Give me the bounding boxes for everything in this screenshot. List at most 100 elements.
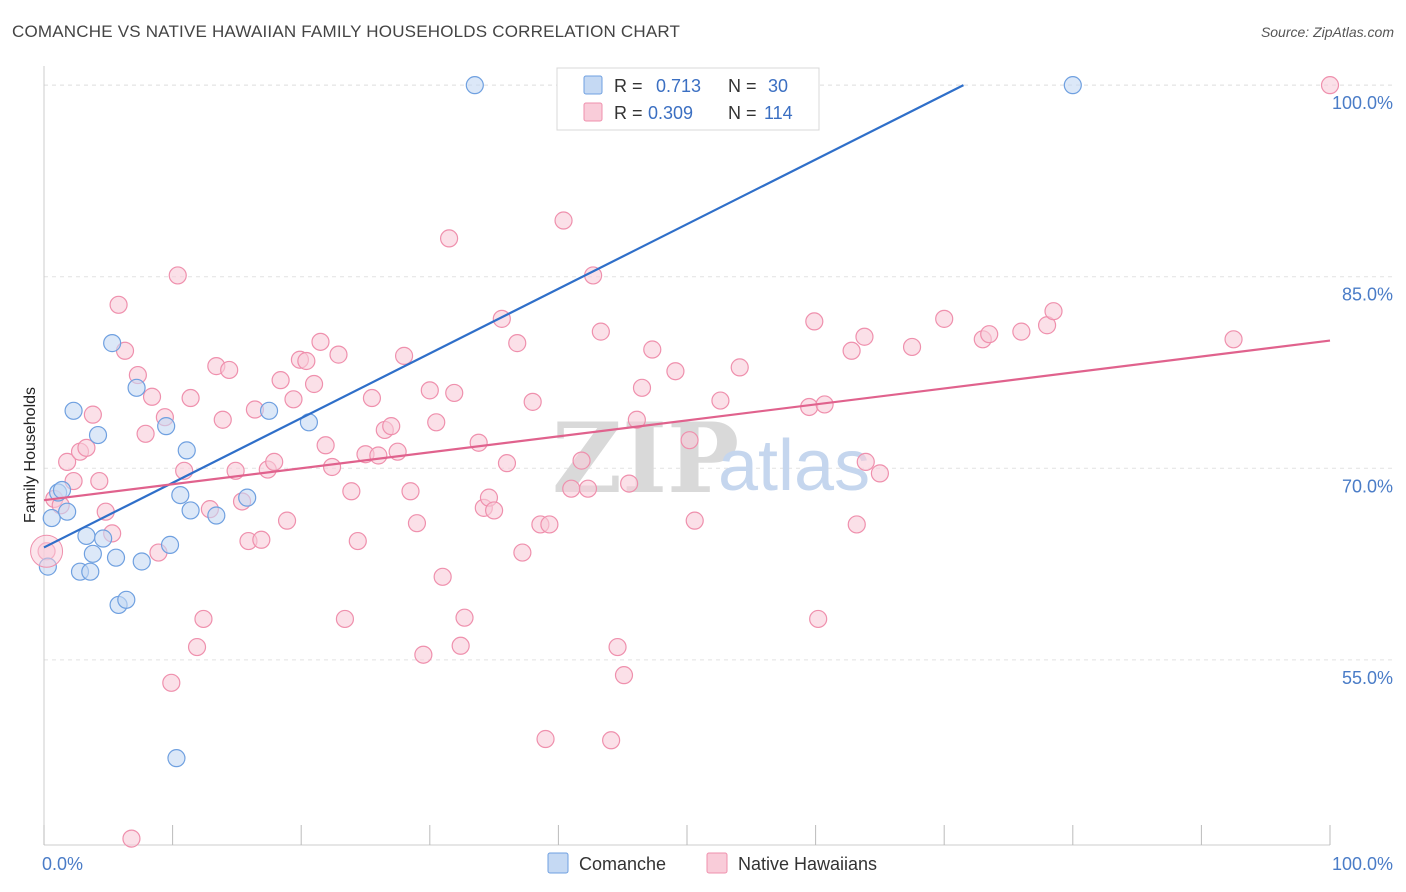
point-comanche — [42, 508, 61, 528]
point-comanche — [117, 590, 136, 609]
point-comanche — [465, 76, 484, 95]
point-comanche — [88, 425, 108, 445]
point-hawaiian — [451, 636, 470, 655]
point-comanche — [58, 502, 77, 521]
trend-line-comanche — [43, 84, 964, 549]
point-comanche — [83, 544, 102, 563]
point-hawaiian — [578, 479, 598, 498]
point-hawaiian — [407, 514, 427, 533]
point-hawaiian — [469, 433, 488, 452]
point-hawaiian — [855, 327, 874, 346]
y-tick-labels: 55.0% 70.0% 85.0% 100.0% — [1332, 93, 1393, 688]
point-hawaiian — [348, 531, 367, 551]
point-comanche — [157, 417, 176, 436]
point-hawaiian — [433, 567, 452, 586]
point-hawaiian — [83, 405, 102, 424]
x-tick-label-start: 0.0% — [42, 854, 83, 874]
point-hawaiian — [265, 452, 284, 471]
legend-n-value-hawaiian: 114 — [764, 103, 793, 123]
point-comanche — [238, 488, 257, 507]
point-hawaiian — [213, 410, 232, 429]
point-comanche — [94, 529, 113, 548]
point-hawaiian — [414, 645, 433, 664]
legend-n-label-comanche: N = — [728, 76, 757, 96]
legend-n-label-hawaiian: N = — [728, 103, 757, 123]
point-comanche — [103, 334, 122, 353]
point-hawaiian — [842, 341, 861, 360]
point-hawaiian — [420, 381, 439, 400]
chart-title: COMANCHE VS NATIVE HAWAIIAN FAMILY HOUSE… — [12, 22, 681, 41]
legend-r-label-hawaiian: R = — [614, 103, 643, 123]
point-comanche — [160, 535, 180, 554]
point-hawaiian — [643, 340, 662, 359]
point-hawaiian — [602, 731, 621, 750]
point-comanche — [64, 401, 83, 420]
point-hawaiian — [554, 211, 573, 230]
point-hawaiian — [856, 452, 875, 471]
point-hawaiian — [316, 436, 335, 455]
point-hawaiian — [614, 666, 634, 685]
bottom-legend-swatch-comanche — [547, 852, 569, 874]
point-hawaiian — [1012, 322, 1031, 341]
point-hawaiian — [935, 309, 954, 328]
point-hawaiian — [329, 345, 348, 364]
point-hawaiian — [562, 479, 581, 498]
point-hawaiian — [427, 413, 446, 432]
point-hawaiian — [77, 438, 96, 457]
point-hawaiian — [902, 337, 922, 357]
legend-r-value-hawaiian: 0.309 — [648, 103, 693, 123]
point-hawaiian — [680, 431, 699, 450]
point-hawaiian — [627, 410, 646, 429]
legend-r-value-comanche: 0.713 — [656, 76, 701, 96]
point-hawaiian — [181, 388, 200, 408]
point-hawaiian — [1320, 76, 1340, 95]
point-hawaiian — [809, 609, 828, 629]
legend-swatch-hawaiian — [583, 102, 603, 122]
point-hawaiian — [252, 530, 271, 549]
point-comanche — [132, 552, 151, 571]
point-hawaiian — [394, 346, 414, 365]
x-tick-label-end: 100.0% — [1332, 854, 1393, 874]
data-points — [30, 76, 1340, 848]
point-hawaiian — [194, 609, 213, 629]
point-hawaiian — [136, 424, 155, 443]
point-hawaiian — [1224, 330, 1243, 349]
point-hawaiian — [277, 511, 297, 530]
watermark-atlas: atlas — [718, 426, 870, 506]
point-hawaiian — [980, 325, 999, 344]
point-hawaiian — [369, 446, 388, 465]
x-tick-labels: 0.0% 100.0% — [42, 854, 1393, 874]
point-hawaiian — [220, 360, 239, 380]
point-comanche — [127, 378, 146, 397]
legend-n-value-comanche: 30 — [768, 76, 788, 96]
point-hawaiian — [847, 515, 866, 534]
y-tick-label: 55.0% — [1342, 668, 1393, 688]
point-hawaiian — [297, 351, 316, 371]
point-hawaiian — [523, 392, 542, 411]
point-comanche — [81, 562, 100, 581]
point-hawaiian — [445, 383, 464, 403]
point-hawaiian — [382, 417, 401, 436]
legend-swatch-comanche — [583, 75, 603, 95]
point-hawaiian — [870, 464, 890, 483]
point-hawaiian — [342, 482, 361, 501]
source-label: Source: ZipAtlas.com — [1260, 24, 1394, 40]
point-hawaiian — [540, 515, 559, 534]
point-hawaiian — [730, 358, 749, 377]
y-tick-label: 70.0% — [1342, 476, 1393, 496]
point-comanche — [207, 506, 226, 525]
point-hawaiian — [109, 295, 128, 314]
point-hawaiian — [304, 374, 324, 394]
point-hawaiian — [591, 322, 610, 341]
point-hawaiian — [362, 388, 382, 408]
point-hawaiian — [711, 391, 730, 410]
point-comanche — [106, 548, 126, 567]
bottom-legend-label-hawaiian: Native Hawaiians — [738, 854, 877, 874]
point-hawaiian — [620, 474, 639, 493]
point-hawaiian — [805, 312, 824, 331]
point-hawaiian — [632, 378, 652, 397]
y-tick-label: 100.0% — [1332, 93, 1393, 113]
point-hawaiian — [485, 501, 504, 520]
point-hawaiian — [271, 371, 290, 390]
point-hawaiian — [322, 457, 342, 477]
